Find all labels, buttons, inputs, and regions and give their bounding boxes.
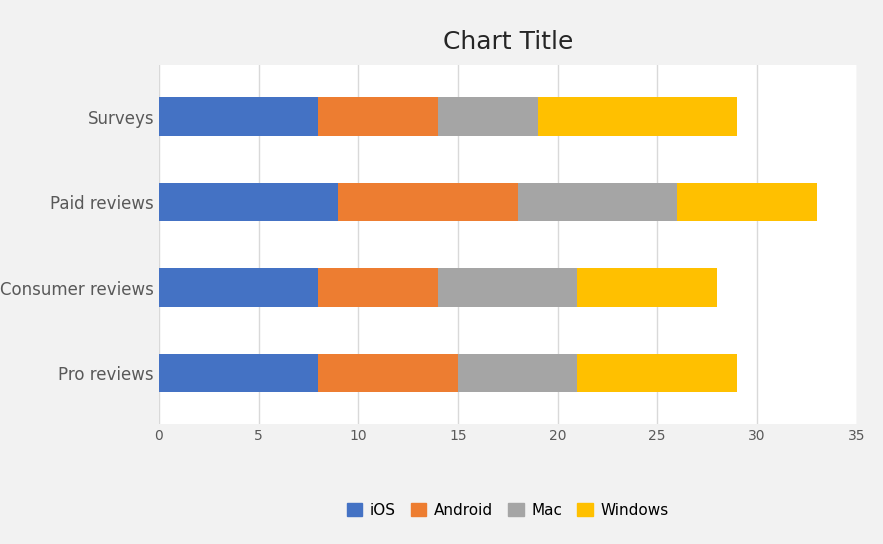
Bar (159, 97, 319, 136)
Bar (538, 97, 737, 136)
Bar (159, 354, 319, 392)
Legend: iOS, Android, Mac, Windows: iOS, Android, Mac, Windows (341, 497, 675, 524)
Bar (438, 97, 538, 136)
Bar (577, 354, 737, 392)
Bar (677, 183, 817, 221)
Bar (338, 183, 517, 221)
Bar (319, 97, 438, 136)
Bar (438, 268, 577, 307)
Bar (159, 183, 338, 221)
Bar (458, 354, 577, 392)
Bar (159, 268, 319, 307)
Bar (319, 354, 458, 392)
Bar (319, 268, 438, 307)
Bar (517, 183, 677, 221)
Bar (577, 268, 717, 307)
Title: Chart Title: Chart Title (442, 29, 573, 54)
